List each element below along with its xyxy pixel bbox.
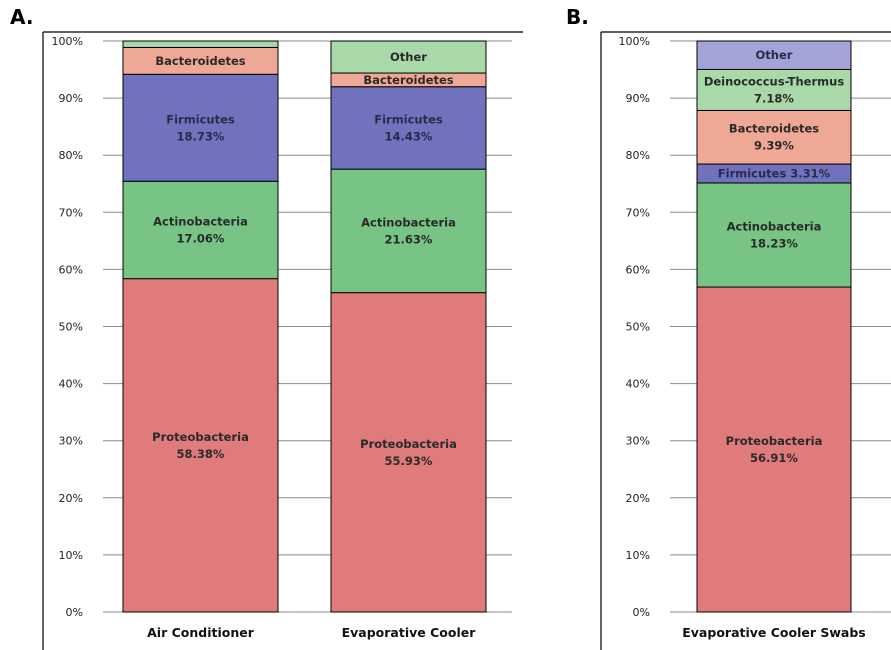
panel-a-label-air-conditioner-proteobacteria-0: Proteobacteria: [152, 430, 249, 444]
panel-a-ytick-70: 70%: [59, 206, 83, 219]
panel-a-ytick-50: 50%: [59, 321, 83, 334]
panel-b-chart: B. 0% 10% 20% 30% 40% 50% 60% 70% 80% 90% 100% Prote…: [566, 5, 891, 650]
panel-a-ytick-40: 40%: [59, 378, 83, 391]
panel-a-bar-air-conditioner-bacteroidetes: [122, 46, 279, 75]
panel-a-ytick-100: 100%: [52, 35, 83, 48]
panel-b-label-evaporative-cooler-swabs-bacteroidetes-0: Bacteroidetes: [729, 122, 819, 136]
panel-a-ytick-30: 30%: [59, 435, 83, 448]
panel-a-ytick-10: 10%: [59, 549, 83, 562]
panel-b-ytick-70: 70%: [626, 206, 650, 219]
panel-b-ytick-10: 10%: [626, 549, 650, 562]
panel-a-ytick-60: 60%: [59, 263, 83, 276]
panel-a-label-evaporative-cooler-actinobacteria-1: 21.63%: [385, 232, 433, 246]
panel-b-ytick-20: 20%: [626, 492, 650, 505]
panel-a-bar-evaporative-cooler-other: [330, 40, 487, 74]
panel-a-label-evaporative-cooler-proteobacteria-0: Proteobacteria: [360, 437, 457, 451]
panel-a-label-air-conditioner-bacteroidetes-0: Bacteroidetes: [155, 54, 245, 68]
panel-b-label-evaporative-cooler-swabs-proteobacteria-0: Proteobacteria: [726, 434, 823, 448]
panel-a-label-evaporative-cooler-firmicutes-1: 14.43%: [385, 129, 433, 143]
panel-a-category-air-conditioner: Air Conditioner: [147, 625, 255, 640]
panel-a-bar-air-conditioner-actinobacteria: [122, 180, 279, 280]
panel-a-bar-evaporative-cooler-proteobacteria: [330, 292, 487, 613]
panel-a-bar-air-conditioner-proteobacteria: [122, 278, 279, 613]
panel-b-label-evaporative-cooler-swabs-other-0: Other: [756, 48, 793, 62]
panel-b-ytick-90: 90%: [626, 92, 650, 105]
panel-a-label-air-conditioner-firmicutes-0: Firmicutes: [166, 112, 235, 126]
panel-b-ytick-60: 60%: [626, 263, 650, 276]
panel-b-ytick-30: 30%: [626, 435, 650, 448]
panel-b-ytick-100: 100%: [619, 35, 650, 48]
panel-b-label-evaporative-cooler-swabs-deinococcus-thermus-1: 7.18%: [754, 91, 794, 105]
panel-a-ytick-80: 80%: [59, 149, 83, 162]
panel-a-chart: A. 0% 10% 20% 30% 40% 50% 60% 70% 80% 90% 100% Prote…: [10, 5, 523, 650]
panel-a-bar-evaporative-cooler-firmicutes: [330, 86, 487, 170]
panel-a-label-air-conditioner-proteobacteria-1: 58.38%: [177, 447, 225, 461]
panel-a-letter: A.: [10, 5, 33, 29]
panel-a-bar-evaporative-cooler-actinobacteria: [330, 168, 487, 294]
panel-b-bar-evaporative-cooler-swabs-bacteroidetes: [696, 109, 852, 165]
panel-b-bar-evaporative-cooler-swabs-other: [696, 40, 852, 70]
panel-a-label-evaporative-cooler-actinobacteria-0: Actinobacteria: [361, 215, 456, 229]
panel-b-label-evaporative-cooler-swabs-bacteroidetes-1: 9.39%: [754, 139, 794, 153]
panel-a-label-air-conditioner-firmicutes-1: 18.73%: [177, 129, 225, 143]
panel-a-category-evaporative-cooler: Evaporative Cooler: [342, 625, 477, 640]
panel-a-ytick-90: 90%: [59, 92, 83, 105]
panel-b-label-evaporative-cooler-swabs-actinobacteria-0: Actinobacteria: [727, 219, 822, 233]
panel-a-label-evaporative-cooler-firmicutes-0: Firmicutes: [374, 112, 443, 126]
panel-b-ytick-0: 0%: [633, 606, 650, 619]
panel-a-label-air-conditioner-actinobacteria-0: Actinobacteria: [153, 214, 248, 228]
panel-a-label-evaporative-cooler-proteobacteria-1: 55.93%: [385, 454, 433, 468]
panel-a-ytick-0: 0%: [66, 606, 83, 619]
panel-b-label-evaporative-cooler-swabs-proteobacteria-1: 56.91%: [750, 451, 798, 465]
panel-a-label-air-conditioner-actinobacteria-1: 17.06%: [177, 231, 225, 245]
panel-b-ytick-50: 50%: [626, 321, 650, 334]
panel-a-bar-air-conditioner-other: [122, 40, 279, 48]
panel-b-label-evaporative-cooler-swabs-deinococcus-thermus-0: Deinococcus-Thermus: [704, 74, 845, 88]
panel-b-label-evaporative-cooler-swabs-firmicutes-0: Firmicutes 3.31%: [718, 167, 831, 181]
panel-b-ytick-80: 80%: [626, 149, 650, 162]
panel-b-bar-evaporative-cooler-swabs-proteobacteria: [696, 286, 852, 613]
panel-b-letter: B.: [566, 5, 589, 29]
panel-a-bar-air-conditioner-firmicutes: [122, 73, 279, 182]
panel-b-bar-evaporative-cooler-swabs-actinobacteria: [696, 182, 852, 288]
panel-b-category-evaporative-cooler-swabs: Evaporative Cooler Swabs: [682, 625, 866, 640]
panel-b-label-evaporative-cooler-swabs-actinobacteria-1: 18.23%: [750, 236, 798, 250]
panel-a-ytick-20: 20%: [59, 492, 83, 505]
panel-b-ytick-40: 40%: [626, 378, 650, 391]
panel-a-label-evaporative-cooler-bacteroidetes-0: Bacteroidetes: [363, 73, 453, 87]
panel-b-bar-evaporative-cooler-swabs-deinococcus-thermus: [696, 68, 852, 111]
panel-a-label-evaporative-cooler-other-0: Other: [390, 50, 427, 64]
